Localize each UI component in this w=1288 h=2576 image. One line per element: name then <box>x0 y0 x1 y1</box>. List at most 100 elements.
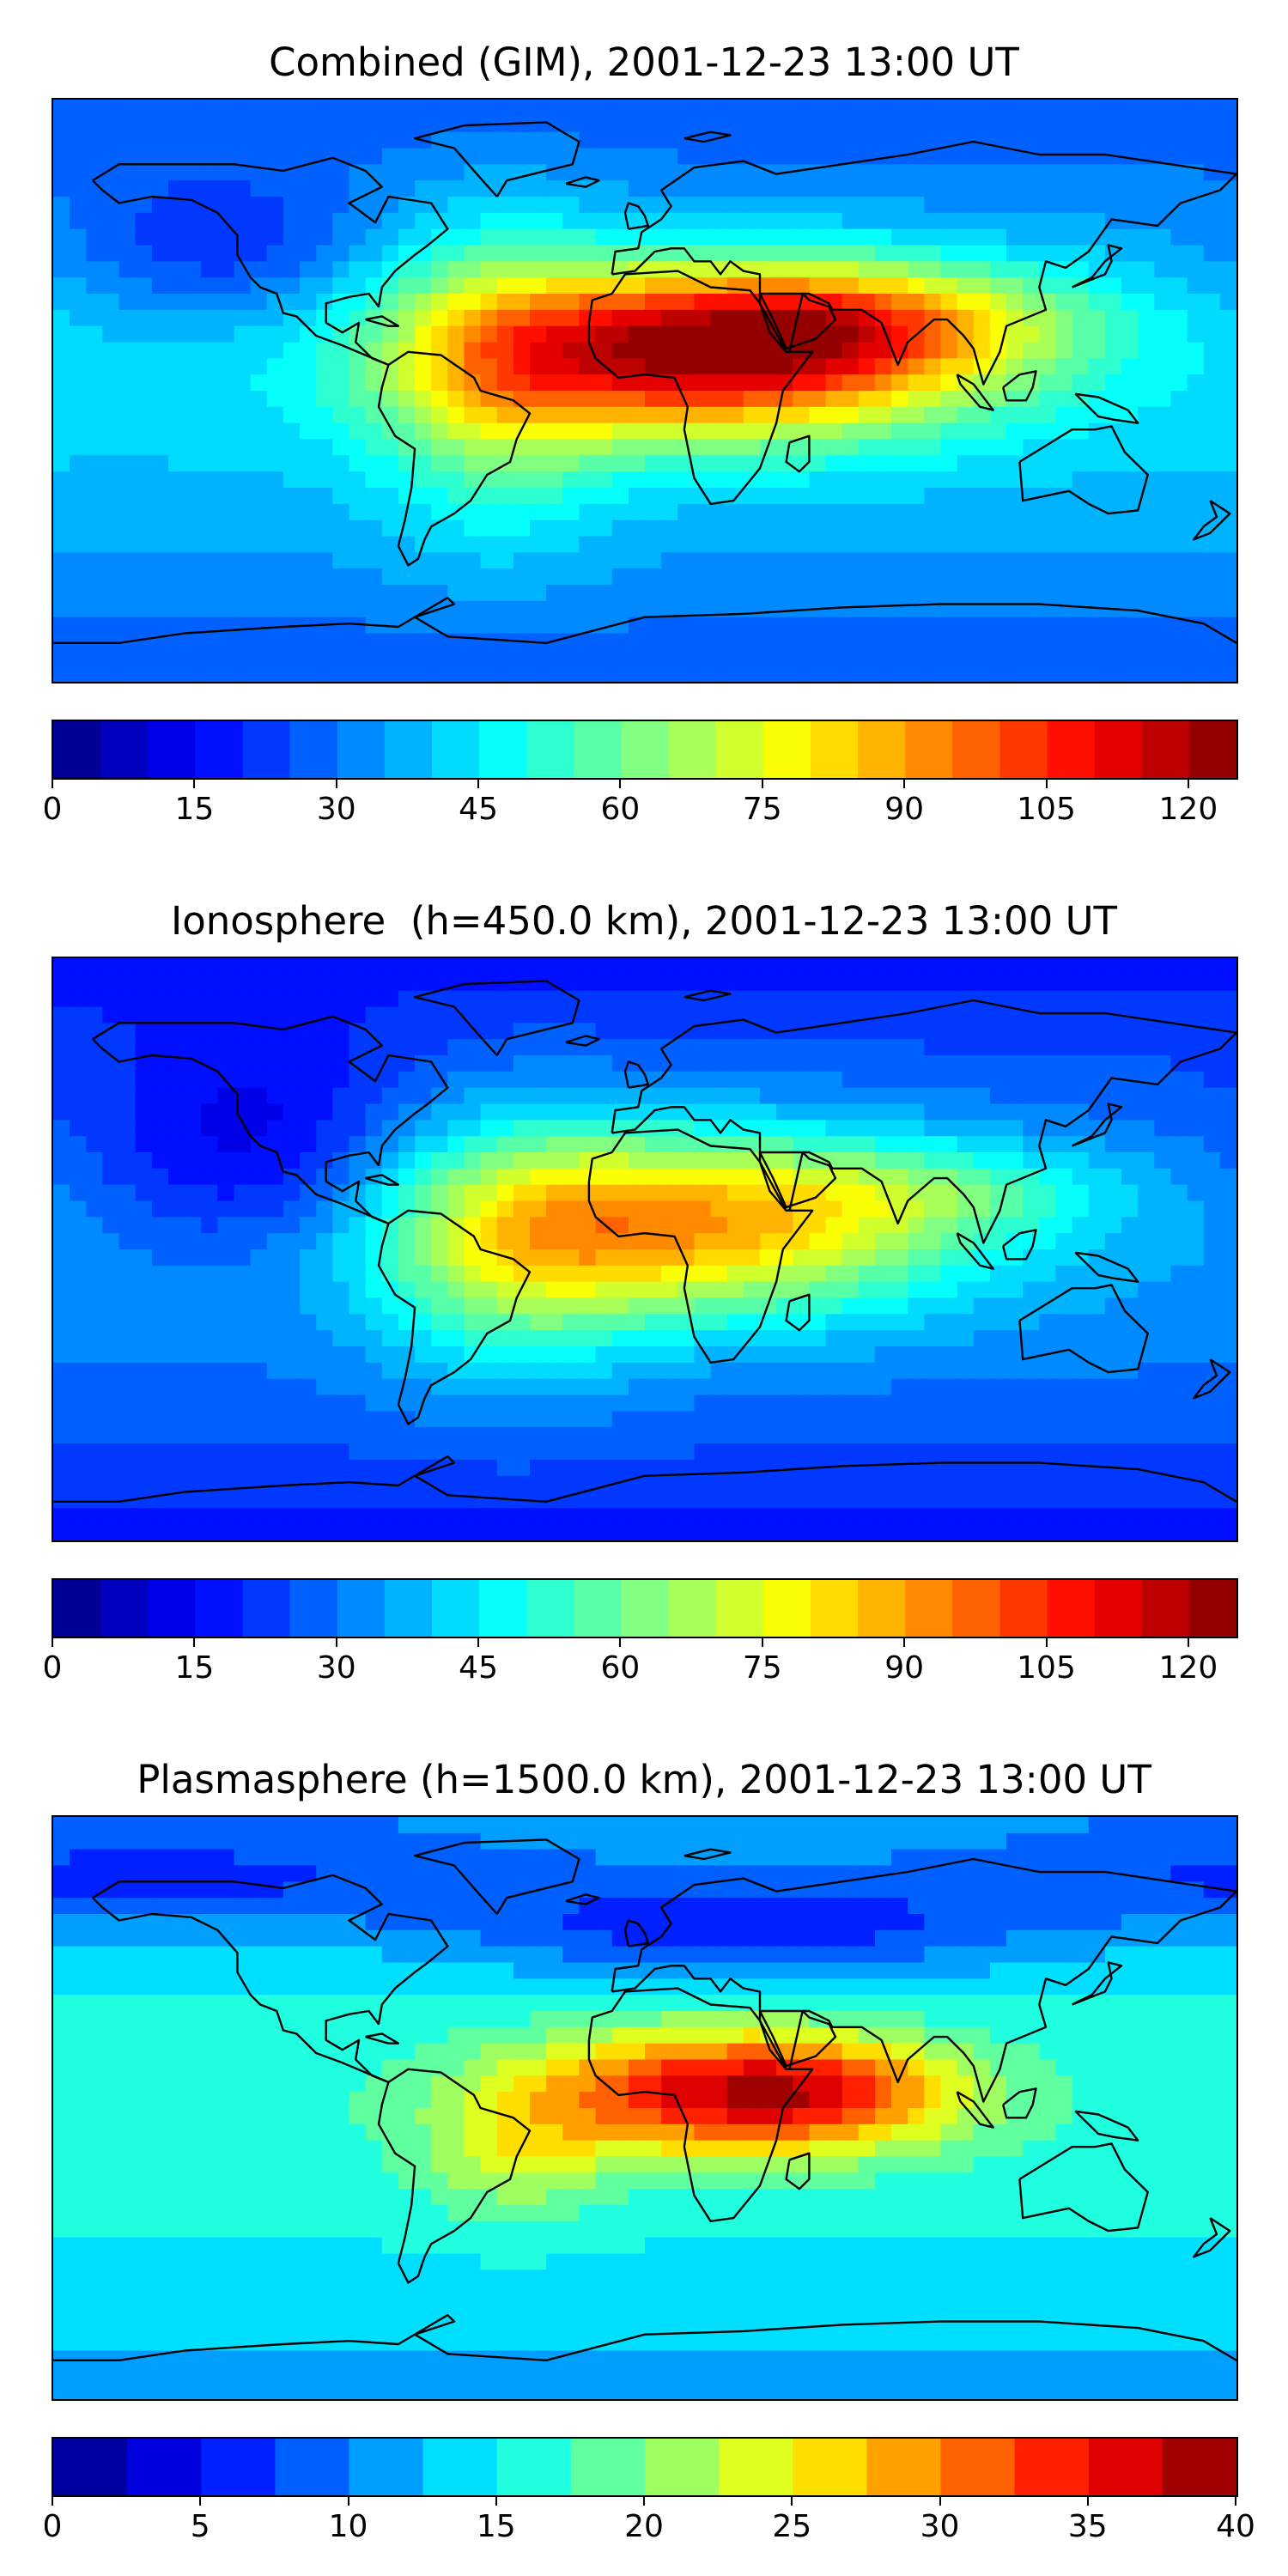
colorbar-level <box>127 2439 202 2495</box>
colorbar-tick-label: 25 <box>772 2509 812 2544</box>
panel-1-colorbar-ticks: 0 15 30 45 60 75 90 105 120 <box>43 778 1236 827</box>
coastline <box>1074 392 1139 424</box>
colorbar-level <box>1141 1580 1190 1637</box>
coastline <box>956 1232 994 1270</box>
coastline <box>1002 2087 1037 2119</box>
colorbar-level <box>526 721 574 778</box>
colorbar-level <box>242 1580 291 1637</box>
panel-1-colorbar <box>52 720 1238 780</box>
colorbar-level <box>858 1580 906 1637</box>
colorbar-level <box>1047 1580 1096 1637</box>
coastline <box>53 2313 1236 2361</box>
coastline <box>53 1455 1236 1503</box>
colorbar-tick-label: 105 <box>1017 792 1076 827</box>
colorbar-level <box>1188 721 1236 778</box>
colorbar-level <box>645 2439 720 2495</box>
coastlines <box>53 1838 1236 2361</box>
coastline <box>785 434 811 473</box>
colorbar-tick <box>619 1637 622 1647</box>
colorbar-level <box>621 721 670 778</box>
colorbar-level <box>53 721 101 778</box>
coastline <box>956 2091 994 2129</box>
coastline <box>565 1035 600 1047</box>
colorbar-level <box>858 721 906 778</box>
panel-2-colorbar <box>52 1578 1238 1638</box>
coastline <box>565 176 600 188</box>
colorbar-level <box>289 1580 338 1637</box>
colorbar-tick <box>1045 778 1048 788</box>
colorbar-tick <box>619 778 622 788</box>
coastline <box>623 1060 649 1089</box>
colorbar-level <box>668 721 717 778</box>
colorbar-tick <box>939 2495 941 2506</box>
coastline <box>758 2009 837 2068</box>
colorbar-tick-label: 10 <box>328 2509 368 2544</box>
coastline <box>623 1919 649 1947</box>
coastline <box>377 1209 532 1425</box>
coastline <box>413 980 580 1056</box>
colorbar-level <box>496 2439 572 2495</box>
coastline <box>587 1987 814 2222</box>
colorbar-level <box>952 721 1000 778</box>
colorbar-tick-label: 120 <box>1158 792 1218 827</box>
colorbar-tick <box>495 2495 497 2506</box>
colorbar-level <box>793 2439 867 2495</box>
colorbar-tick <box>193 778 196 788</box>
coastline <box>377 2068 532 2284</box>
colorbar-level <box>479 1580 527 1637</box>
coastline <box>1192 1358 1231 1400</box>
coastline <box>92 1015 449 1225</box>
colorbar-tick-label: 40 <box>1216 2509 1255 2544</box>
colorbar-tick <box>193 1637 196 1647</box>
colorbar-level <box>810 721 859 778</box>
colorbar-tick <box>903 1637 906 1647</box>
coastline <box>365 1174 400 1186</box>
panel-1-title: Combined (GIM), 2001-12-23 13:00 UT <box>269 39 1019 85</box>
coastline <box>413 121 580 197</box>
coastline <box>1018 2142 1149 2233</box>
colorbar-tick <box>761 1637 763 1647</box>
colorbar-level <box>999 1580 1048 1637</box>
colorbar-level <box>762 1580 811 1637</box>
panel-2-map <box>52 957 1238 1542</box>
coastline <box>956 374 994 411</box>
colorbar-tick <box>791 2495 793 2506</box>
coastline <box>683 1848 732 1861</box>
coastline <box>1002 370 1037 402</box>
colorbar-tick <box>199 2495 202 2506</box>
colorbar-level <box>570 2439 646 2495</box>
colorbar-tick-label: 30 <box>316 1650 356 1686</box>
coastline <box>758 292 837 350</box>
colorbar-tick <box>1235 2495 1236 2506</box>
panel-3-colorbar-ticks: 0 5 10 15 20 25 30 35 40 <box>43 2495 1255 2544</box>
colorbar-level <box>1047 721 1096 778</box>
coastline <box>1018 425 1149 515</box>
colorbar-level <box>715 721 764 778</box>
coastline <box>623 202 649 230</box>
colorbar-tick <box>52 778 53 788</box>
colorbar-tick <box>52 1637 53 1647</box>
colorbar-level <box>148 721 196 778</box>
colorbar-level <box>1094 1580 1143 1637</box>
colorbar-level <box>715 1580 764 1637</box>
coastline <box>587 270 814 505</box>
coastline <box>1072 1103 1123 1147</box>
coastline <box>365 315 400 327</box>
colorbar-level <box>905 1580 953 1637</box>
coastlines <box>53 980 1236 1503</box>
colorbar-level <box>479 721 527 778</box>
panel-2-title: Ionosphere (h=450.0 km), 2001-12-23 13:0… <box>170 898 1118 944</box>
colorbar-tick-label: 45 <box>459 792 498 827</box>
coastline <box>785 2152 811 2190</box>
panel-3-colorbar <box>52 2437 1238 2497</box>
colorbar-level <box>384 1580 433 1637</box>
coastline <box>1018 1284 1149 1374</box>
colorbar-level <box>53 1580 101 1637</box>
colorbar-tick-label: 90 <box>884 1650 925 1686</box>
colorbar-level <box>275 2439 350 2495</box>
colorbar-level <box>1014 2439 1090 2495</box>
colorbar-tick <box>761 778 763 788</box>
colorbar-tick <box>477 778 480 788</box>
colorbar-tick-label: 90 <box>884 792 925 827</box>
colorbar-level <box>668 1580 717 1637</box>
